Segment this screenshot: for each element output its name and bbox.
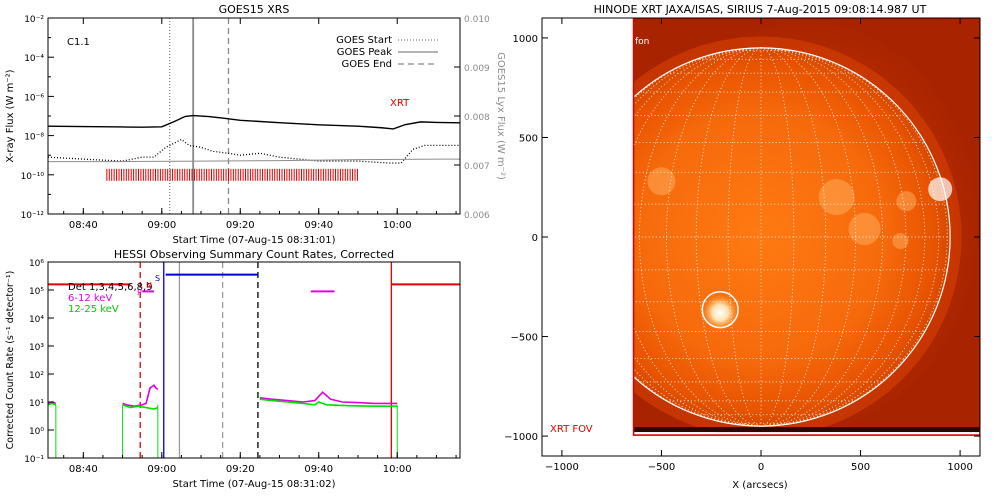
xrt-xtick-label: −1000	[545, 462, 579, 473]
hessi-xtick-label: 08:40	[69, 464, 98, 475]
goes-ytick-label: 10⁻¹⁰	[21, 172, 45, 182]
goes-ytick-label: 10⁻²	[24, 15, 44, 25]
goes-ylabel: X-ray Flux (W m⁻²)	[5, 69, 16, 162]
longitude-line	[760, 47, 926, 427]
legend-goes-start: GOES Start	[336, 35, 392, 46]
image-edge-strip	[633, 427, 980, 433]
hessi-series-h_6_12	[259, 391, 398, 405]
hessi-series-h_12_25	[122, 404, 159, 410]
xrt-title: HINODE XRT JAXA/ISAS, SIRIUS 7-Aug-2015 …	[594, 3, 927, 16]
solar-limb	[633, 47, 951, 427]
xrt-xtick-label: 1000	[947, 462, 972, 473]
hessi-flag-s: S	[155, 274, 160, 283]
hessi-ytick-label: 10⁴	[29, 315, 44, 325]
active-region	[848, 213, 881, 246]
hessi-series-h_12_25	[48, 402, 57, 406]
hessi-title: HESSI Observing Summary Count Rates, Cor…	[114, 248, 394, 261]
xrt-ytick-label: 0	[532, 233, 538, 244]
goes-y2tick-label: 0.010	[464, 15, 490, 25]
longitude-line	[727, 47, 762, 427]
flare-highlight-circle	[701, 291, 739, 329]
hessi-ylabel: Corrected Count Rate (s⁻¹ detector⁻¹)	[5, 271, 16, 450]
goes-xtick-label: 09:20	[226, 220, 255, 231]
goes-xrt-annotation: XRT	[390, 98, 410, 109]
goes-series-goes_long	[48, 114, 460, 130]
goes-xtick-label: 10:00	[383, 220, 412, 231]
longitude-line	[760, 47, 948, 427]
hessi-ytick-label: 10⁵	[29, 287, 44, 297]
legend-goes-peak: GOES Peak	[337, 47, 392, 58]
goes-y2label: GOES15 Lyx Flux (W m⁻²)	[495, 52, 506, 180]
goes-ytick-label: 10⁻⁸	[24, 133, 44, 143]
hessi-ytick-label: 10²	[29, 371, 44, 381]
goes-legend: GOES Start GOES Peak GOES End	[336, 35, 438, 70]
goes-y2tick-label: 0.006	[464, 211, 490, 221]
active-region	[647, 167, 676, 196]
xrt-ytick-label: 500	[519, 133, 538, 144]
hessi-ytick-label: 10⁰	[29, 427, 44, 437]
xrt-ytick-label: 1000	[513, 34, 538, 45]
legend-goes-end: GOES End	[342, 59, 392, 70]
xrt-ytick-label: −500	[511, 333, 538, 344]
goes-xtick-label: 09:40	[304, 220, 333, 231]
hessi-xtick-label: 09:40	[304, 464, 333, 475]
xrt-fov-label: XRT FOV	[550, 424, 593, 435]
xrt-xtick-label: 0	[758, 462, 764, 473]
hessi-xlabel: Start Time (07-Aug-15 08:31:02)	[172, 479, 335, 490]
goes-ytick-label: 10⁻⁶	[24, 93, 44, 103]
goes-class-annotation: C1.1	[67, 37, 90, 48]
flare-bright-core	[702, 294, 739, 331]
longitude-line	[695, 47, 762, 427]
goes-title: GOES15 XRS	[219, 3, 290, 16]
hessi-ytick-label: 10⁶	[29, 259, 44, 269]
hessi-panel: HESSI Observing Summary Count Rates, Cor…	[5, 248, 461, 490]
goes-xrs-panel: GOES15 XRS 08:40 09:00 09:20 09:40 10:00 10⁻¹…	[5, 3, 506, 246]
goes-plot-frame	[47, 17, 461, 215]
xrt-xlabel: X (arcsecs)	[732, 480, 788, 491]
hessi-xtick-label: 09:20	[226, 464, 255, 475]
xrt-corner-label: fon	[635, 37, 649, 47]
longitude-line	[760, 47, 795, 427]
hessi-flag-n: N	[146, 281, 152, 290]
goes-y2tick-label: 0.007	[464, 162, 490, 172]
hessi-flag-p: P	[137, 288, 142, 297]
xrt-image	[633, 18, 980, 433]
hessi-ytick-label: 10⁻¹	[24, 455, 44, 465]
goes-xlabel: Start Time (07-Aug-15 08:31:01)	[172, 235, 335, 246]
legend-12-25: 12-25 keV	[68, 304, 119, 315]
heliographic-grid	[633, 47, 951, 427]
goes-y2tick-label: 0.009	[464, 64, 490, 74]
hessi-xtick-label: 10:00	[383, 464, 412, 475]
goes-xtick-label: 09:00	[147, 220, 176, 231]
active-region	[896, 191, 917, 212]
goes-y2tick-label: 0.008	[464, 113, 490, 123]
xrt-ytick-label: −1000	[504, 432, 538, 443]
active-region	[818, 179, 855, 216]
hessi-series-h_6_12	[122, 384, 159, 408]
xrt-panel: HINODE XRT JAXA/ISAS, SIRIUS 7-Aug-2015 …	[504, 3, 981, 491]
hessi-ytick-label: 10¹	[29, 399, 44, 409]
longitude-line	[760, 47, 907, 427]
legend-det: Det 1,3,4,5,6,8,9	[68, 282, 153, 293]
xrt-fov-box	[632, 18, 980, 436]
goes-ytick-label: 10⁻⁴	[24, 54, 44, 64]
limb-bright-region	[928, 177, 953, 202]
goes-series-goes_short	[48, 138, 460, 164]
legend-6-12: 6-12 keV	[68, 293, 112, 304]
hessi-legend: Det 1,3,4,5,6,8,9 6-12 keV 12-25 keV	[68, 282, 153, 315]
longitude-line	[760, 47, 827, 427]
hessi-plot-frame	[47, 261, 461, 459]
xrt-xtick-label: 500	[851, 462, 870, 473]
hessi-xtick-label: 09:00	[147, 464, 176, 475]
hessi-ytick-label: 10³	[29, 343, 44, 353]
goes-series-lyx	[48, 158, 460, 163]
xrt-xtick-label: −500	[648, 462, 675, 473]
goes-ytick-label: 10⁻¹²	[21, 211, 45, 221]
hessi-series-h_12_25	[259, 398, 398, 408]
goes-xtick-label: 08:40	[69, 220, 98, 231]
